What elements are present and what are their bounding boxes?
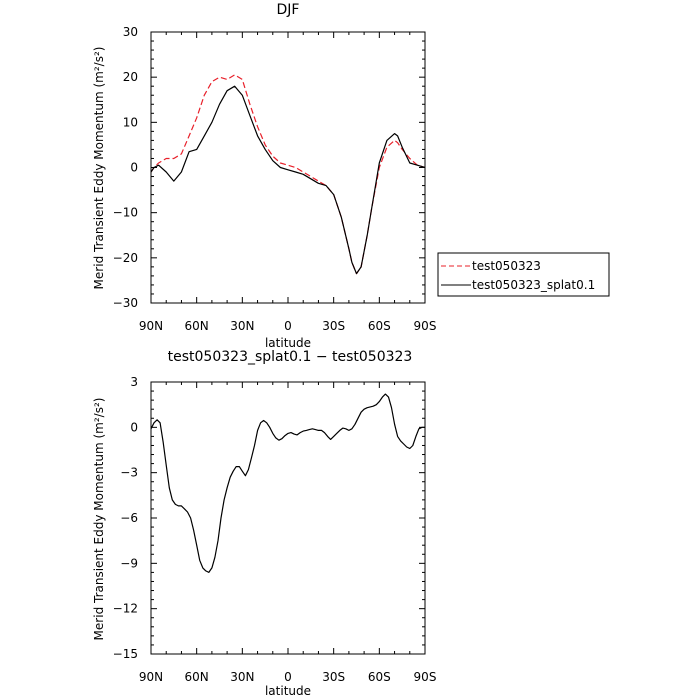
top-plot-frame <box>150 31 426 304</box>
top-plot: DJF latitude Merid Transient Eddy Moment… <box>92 2 436 350</box>
bottom-x-tick-label: 0 <box>284 670 292 684</box>
bottom-y-tick-label: −3 <box>120 466 138 480</box>
bottom-plot-x-axis-label: latitude <box>265 684 311 698</box>
top-x-tick-label: 30S <box>322 319 345 333</box>
top-x-tick-label: 60S <box>368 319 391 333</box>
bottom-plot-series <box>150 393 425 574</box>
legend-box <box>437 252 610 297</box>
bottom-x-tick-label: 30N <box>230 670 254 684</box>
top-y-tick-label: −30 <box>113 296 138 310</box>
bottom-y-tick-label: −9 <box>120 556 138 570</box>
top-x-tick-label: 60N <box>185 319 209 333</box>
top-plot-series <box>150 74 426 275</box>
bottom-plot: test050323_splat0.1 − test050323 latitud… <box>92 349 436 698</box>
bottom-plot-y-axis-label: Merid Transient Eddy Momentum (m²/s²) <box>92 398 106 641</box>
top-y-tick-label: −20 <box>113 251 138 265</box>
legend-label-test050323-splat0-1: test050323_splat0.1 <box>472 278 595 292</box>
bottom-y-tick-label: 0 <box>130 420 138 434</box>
top-x-tick-label: 90N <box>139 319 163 333</box>
top-plot-title: DJF <box>277 2 300 18</box>
top-y-tick-label: 20 <box>123 70 138 84</box>
legend: test050323 test050323_splat0.1 <box>437 252 610 297</box>
top-plot-y-axis-label: Merid Transient Eddy Momentum (m²/s²) <box>92 47 106 290</box>
top-plot-x-axis-label: latitude <box>265 336 311 350</box>
bottom-x-tick-label: 90S <box>414 670 437 684</box>
bottom-x-tick-label: 30S <box>322 670 345 684</box>
bottom-y-tick-label: 3 <box>130 375 138 389</box>
top-y-tick-label: 30 <box>123 25 138 39</box>
bottom-plot-ticks: 90N 60N 30N 0 30S 60S 90S 3 0 −3 −6 −9 −12 −15 <box>113 375 437 684</box>
bottom-x-tick-label: 60S <box>368 670 391 684</box>
top-x-tick-label: 30N <box>230 319 254 333</box>
top-series-line-test050323-splat0-1 <box>150 85 426 275</box>
top-y-tick-label: 10 <box>123 115 138 129</box>
top-y-tick-label: −10 <box>113 206 138 220</box>
top-plot-ticks: 90N 60N 30N 0 30S 60S 90S 30 20 10 0 −10 −20 −30 <box>113 25 437 333</box>
top-x-tick-label: 90S <box>414 319 437 333</box>
bottom-y-tick-label: −12 <box>113 602 138 616</box>
top-x-tick-label: 0 <box>284 319 292 333</box>
bottom-y-tick-label: −15 <box>113 647 138 661</box>
bottom-y-tick-label: −6 <box>120 511 138 525</box>
top-series-line-test050323 <box>150 74 426 275</box>
legend-label-test050323: test050323 <box>472 259 541 273</box>
bottom-plot-title: test050323_splat0.1 − test050323 <box>168 349 413 365</box>
bottom-plot-frame <box>150 381 426 655</box>
top-y-tick-label: 0 <box>130 161 138 175</box>
bottom-x-tick-label: 90N <box>139 670 163 684</box>
bottom-x-tick-label: 60N <box>185 670 209 684</box>
bottom-series-line-1 <box>150 393 425 574</box>
